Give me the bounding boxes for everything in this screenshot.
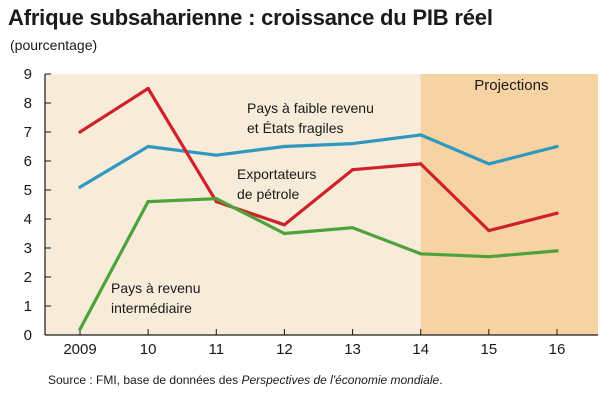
series-point-middle xyxy=(282,231,287,236)
series-line-middle xyxy=(78,197,559,331)
series-point-middle xyxy=(78,327,82,331)
series-point-oil xyxy=(555,211,559,215)
x-tick-label: 14 xyxy=(412,341,429,358)
chart-subtitle: (pourcentage) xyxy=(10,37,98,53)
x-tick-label: 11 xyxy=(208,341,224,358)
source-italic: Perspectives de l'économie mondiale xyxy=(241,373,440,387)
chart-title: Afrique subsaharienne : croissance du PI… xyxy=(8,5,493,30)
series-label-low_income: et États fragiles xyxy=(247,120,344,136)
y-tick-label: 3 xyxy=(24,240,32,257)
series-point-middle xyxy=(350,226,355,230)
series-point-oil xyxy=(282,223,287,227)
series-point-low_income xyxy=(419,133,423,137)
series-point-middle xyxy=(487,255,491,259)
y-tick-label: 8 xyxy=(24,95,32,112)
projection-band xyxy=(420,74,598,335)
y-tick-label: 4 xyxy=(24,211,32,228)
y-tick-label: 2 xyxy=(24,269,32,286)
series-point-middle xyxy=(146,200,150,204)
x-tick-label: 10 xyxy=(140,341,157,358)
series-point-low_income xyxy=(282,144,287,149)
series-line-low_income xyxy=(78,133,559,189)
y-tick-label: 6 xyxy=(24,153,32,170)
source-suffix: . xyxy=(439,373,443,387)
series-point-middle xyxy=(214,197,218,201)
y-tick-label: 1 xyxy=(24,298,32,315)
x-tick-label: 2009 xyxy=(63,341,96,358)
x-tick-label: 16 xyxy=(549,341,566,358)
series-point-middle xyxy=(555,249,559,253)
x-tick-label: 15 xyxy=(481,341,498,358)
series-point-oil xyxy=(350,168,355,172)
series-label-low_income: Pays à faible revenu xyxy=(247,100,374,116)
series-point-low_income xyxy=(487,162,491,166)
x-tick-label: 12 xyxy=(276,341,293,358)
projection-label: Projections xyxy=(474,77,548,94)
source-note: Source : FMI, base de données des Perspe… xyxy=(48,373,443,387)
series-label-oil: Exportateurs xyxy=(237,166,316,182)
series-label-oil: de pétrole xyxy=(237,186,299,202)
series-label-middle: intermédiaire xyxy=(111,300,192,316)
series-point-oil xyxy=(487,229,491,233)
series-line-oil xyxy=(78,86,559,233)
series-point-oil xyxy=(78,130,82,134)
series-point-middle xyxy=(419,252,423,256)
y-tick-label: 9 xyxy=(24,66,32,83)
series-point-oil xyxy=(146,86,150,91)
series-point-low_income xyxy=(146,144,150,149)
series-point-low_income xyxy=(78,185,82,189)
series-point-low_income xyxy=(350,142,355,146)
series-point-low_income xyxy=(214,153,218,157)
series-label-middle: Pays à revenu xyxy=(111,280,201,296)
y-tick-label: 7 xyxy=(24,124,32,141)
series-point-oil xyxy=(419,162,423,166)
source-prefix: Source : FMI, base de données des xyxy=(48,373,242,387)
y-tick-label: 0 xyxy=(24,327,32,344)
x-tick-label: 13 xyxy=(344,341,361,358)
y-tick-label: 5 xyxy=(24,182,32,199)
series-point-low_income xyxy=(555,144,559,149)
